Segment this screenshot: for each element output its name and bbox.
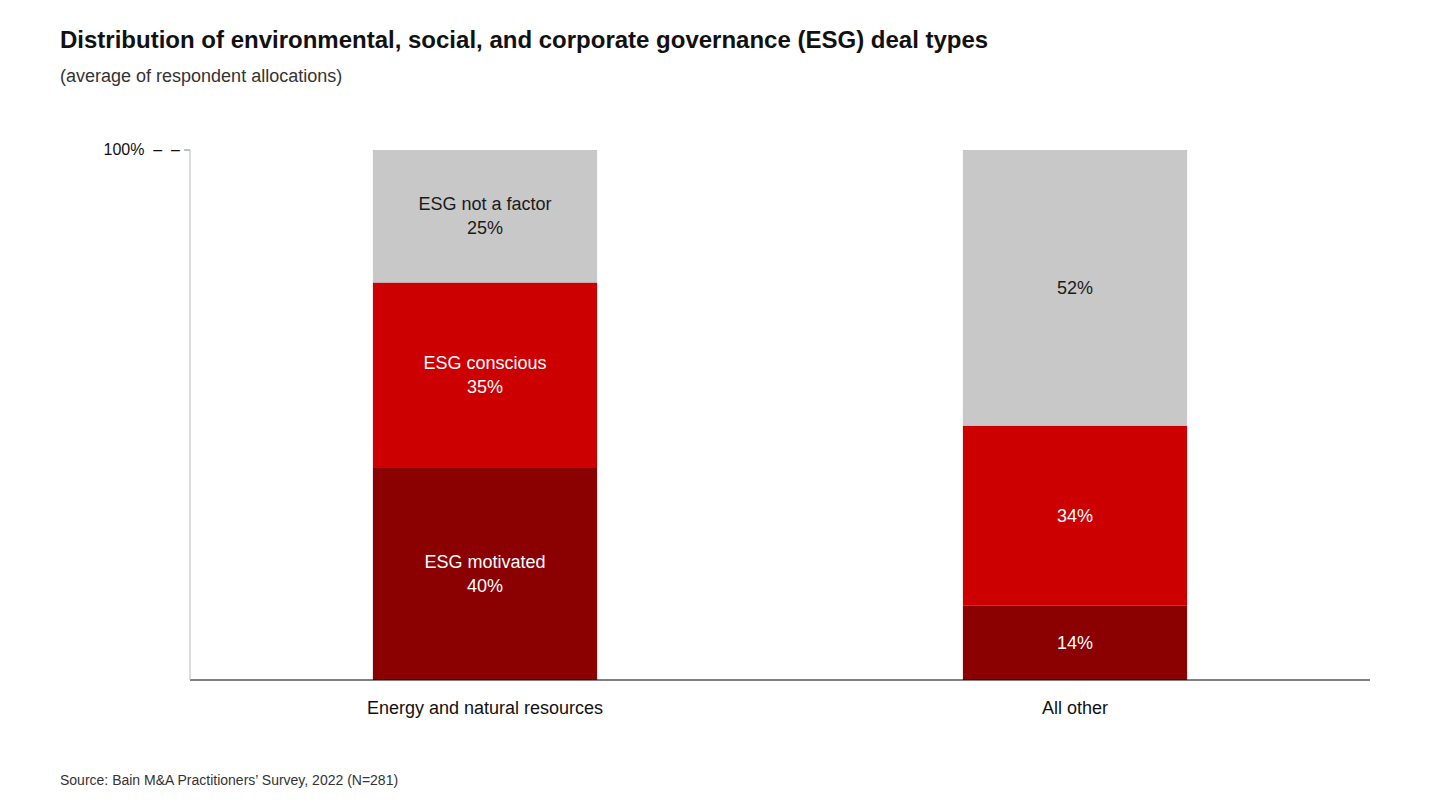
data-label-line: 52% [1057,278,1093,298]
bar-segment [963,150,1187,426]
data-label-line: ESG not a factor [418,194,551,214]
data-labels: ESG motivated 40% 14% ESG conscious 35% 34% ES… [418,194,1093,653]
data-label: ESG conscious 35% [423,353,546,397]
data-label-line: ESG motivated [424,552,545,572]
data-label-line: 40% [467,576,503,596]
title: Distribution of environmental, social, a… [60,26,988,53]
data-label-line: 25% [467,218,503,238]
data-label: ESG motivated 40% [424,552,545,596]
subtitle: (average of respondent allocations) [60,66,342,86]
bar-segment [373,283,597,469]
source-note: Source: Bain M&A Practitioners’ Survey, … [60,772,398,788]
y-tick [184,150,190,151]
data-label-line: 34% [1057,506,1093,526]
data-label-line: 35% [467,377,503,397]
data-label: 52% [1057,278,1093,298]
x-tick-label: Energy and natural resources [367,698,603,718]
data-label: 34% [1057,506,1093,526]
x-tick-label: All other [1042,698,1108,718]
data-label-line: ESG conscious [423,353,546,373]
y-axis-line [190,150,191,680]
data-label: 14% [1057,633,1093,653]
chart: Distribution of environmental, social, a… [0,0,1440,810]
bars [373,150,1187,680]
data-label: ESG not a factor 25% [418,194,551,238]
bar-segment [373,150,597,283]
bar-segment [963,606,1187,680]
y-tick-label: 100% – – [104,141,181,158]
bar-segment [963,426,1187,606]
x-axis-line [190,679,1370,680]
bar-segment [373,468,597,680]
data-label-line: 14% [1057,633,1093,653]
